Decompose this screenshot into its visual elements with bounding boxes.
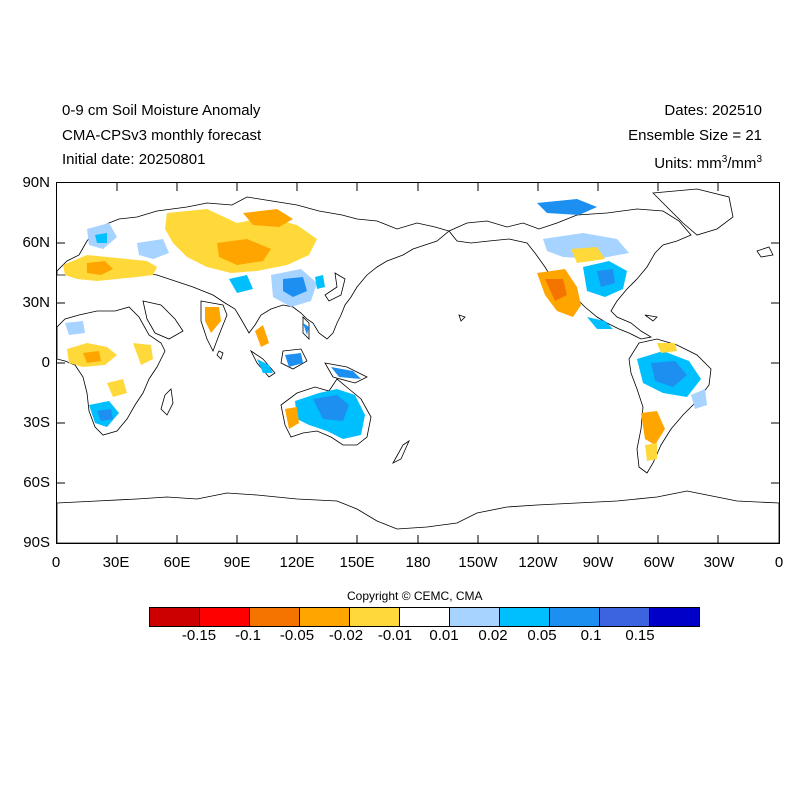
new-zealand — [392, 439, 410, 464]
anomaly-philippines-wet — [303, 323, 309, 335]
anomaly-korea-wet — [315, 275, 325, 289]
anomaly-scandinavia-wet-core — [95, 233, 107, 243]
lon-label-60w: 60W — [643, 554, 675, 571]
anomaly-east-us-wet-core — [597, 269, 615, 287]
anomaly-mongolia-dry — [217, 239, 271, 265]
anomaly-fields — [63, 199, 707, 461]
lon-label-180: 180 — [405, 554, 431, 571]
anomaly-newguinea-wet — [331, 367, 361, 379]
colorbar-label: -0.01 — [377, 627, 413, 644]
map-frame — [56, 182, 780, 544]
anomaly-indonesia-wet — [257, 359, 273, 373]
title-line2: CMA-CPSv3 monthly forecast — [62, 127, 262, 144]
world-map — [57, 183, 779, 543]
anomaly-brazil-east-wet — [691, 389, 707, 409]
lat-label-90n: 90N — [22, 174, 50, 191]
anomaly-venezuela-dry — [657, 343, 677, 353]
anomaly-australia-dry — [285, 407, 299, 429]
colorbar-label: 0.01 — [429, 627, 459, 644]
dates-label: Dates: 202510 — [664, 102, 762, 119]
anomaly-siberia-dry — [243, 209, 293, 227]
colorbar-label: -0.02 — [328, 627, 364, 644]
lon-label-90w: 90W — [582, 554, 614, 571]
colorbar-swatch-7 — [500, 608, 550, 626]
anomaly-amazon-wet-core — [651, 361, 687, 387]
anomaly-southern-africa-dry — [107, 379, 127, 397]
anomaly-indochina-dry — [255, 325, 269, 347]
lon-label-30w: 30W — [703, 554, 735, 571]
colorbar-swatch-9 — [600, 608, 650, 626]
colorbar-label: 0.1 — [580, 627, 602, 644]
anomaly-west-us-dry-core — [545, 279, 567, 301]
anomaly-sahara-wet — [65, 321, 85, 335]
japan — [324, 272, 346, 302]
anomaly-tibet-wet — [229, 275, 253, 293]
lon-label-90e: 90E — [223, 554, 251, 571]
hawaii — [458, 314, 466, 322]
greenland — [652, 188, 734, 236]
colorbar-label: 0.15 — [625, 627, 655, 644]
anomaly-patagonia-dry-light — [645, 443, 657, 461]
anomaly-sahel-dry-core — [83, 351, 101, 363]
title-line1: 0-9 cm Soil Moisture Anomaly — [62, 102, 261, 119]
lon-label-0: 0 — [51, 554, 61, 571]
lon-label-0-east: 0 — [774, 554, 784, 571]
anomaly-canada-wet — [543, 233, 629, 259]
anomaly-canada-dry — [571, 247, 605, 263]
north-america-landmass — [448, 208, 692, 340]
lat-label-60n: 60N — [22, 234, 50, 251]
colorbar-swatch-4 — [350, 608, 400, 626]
copyright-label: Copyright © CEMC, CMA — [347, 589, 483, 603]
anomaly-china-wet-core — [283, 277, 307, 297]
anomaly-south-africa-wet-core — [97, 409, 113, 421]
sri-lanka — [216, 350, 224, 360]
anomaly-western-russia-wet — [137, 239, 169, 259]
colorbar-label: -0.05 — [279, 627, 315, 644]
colorbar-swatch-2 — [250, 608, 300, 626]
colorbar-swatch-1 — [200, 608, 250, 626]
colorbar-label: 0.02 — [478, 627, 508, 644]
lon-label-30e: 30E — [102, 554, 130, 571]
iceland — [756, 246, 774, 258]
colorbar-swatch-0 — [150, 608, 200, 626]
lat-label-90s: 90S — [23, 534, 50, 551]
lat-label-30n: 30N — [22, 294, 50, 311]
caribbean — [644, 314, 658, 322]
colorbar-swatch-8 — [550, 608, 600, 626]
colorbar-swatch-3 — [300, 608, 350, 626]
anomaly-central-america-wet — [587, 317, 613, 329]
lat-label-30s: 30S — [23, 414, 50, 431]
madagascar — [160, 388, 174, 416]
colorbar-label: 0.05 — [527, 627, 557, 644]
colorbar-swatch-10 — [650, 608, 699, 626]
title-initial-date: Initial date: 20250801 — [62, 151, 206, 168]
anomaly-india-dry — [205, 307, 221, 333]
africa-landmass — [57, 306, 166, 436]
anomaly-patagonia-dry — [641, 411, 665, 445]
colorbar — [149, 607, 700, 627]
anomaly-arctic-canada-wet — [537, 199, 597, 215]
anomaly-borneo-wet — [285, 353, 303, 367]
colorbar-swatch-5 — [400, 608, 450, 626]
lon-label-150e: 150E — [339, 554, 375, 571]
anomaly-australia-wet-core — [313, 395, 349, 421]
units-label: Units: mm3/mm3 — [654, 154, 762, 172]
lat-label-60s: 60S — [23, 474, 50, 491]
anomaly-europe-dry-core — [87, 261, 113, 275]
lon-label-120w: 120W — [518, 554, 558, 571]
lat-label-equator: 0 — [41, 354, 50, 371]
colorbar-swatch-6 — [450, 608, 500, 626]
colorbar-label: -0.15 — [181, 627, 217, 644]
lon-label-60e: 60E — [163, 554, 191, 571]
tick-marks — [57, 183, 779, 543]
lon-label-120e: 120E — [279, 554, 315, 571]
antarctica — [57, 490, 779, 543]
ensemble-size-label: Ensemble Size = 21 — [628, 127, 762, 144]
colorbar-label: -0.1 — [235, 627, 261, 644]
arabia-landmass — [142, 300, 184, 340]
lon-label-150w: 150W — [458, 554, 498, 571]
anomaly-east-africa-dry — [133, 343, 153, 365]
